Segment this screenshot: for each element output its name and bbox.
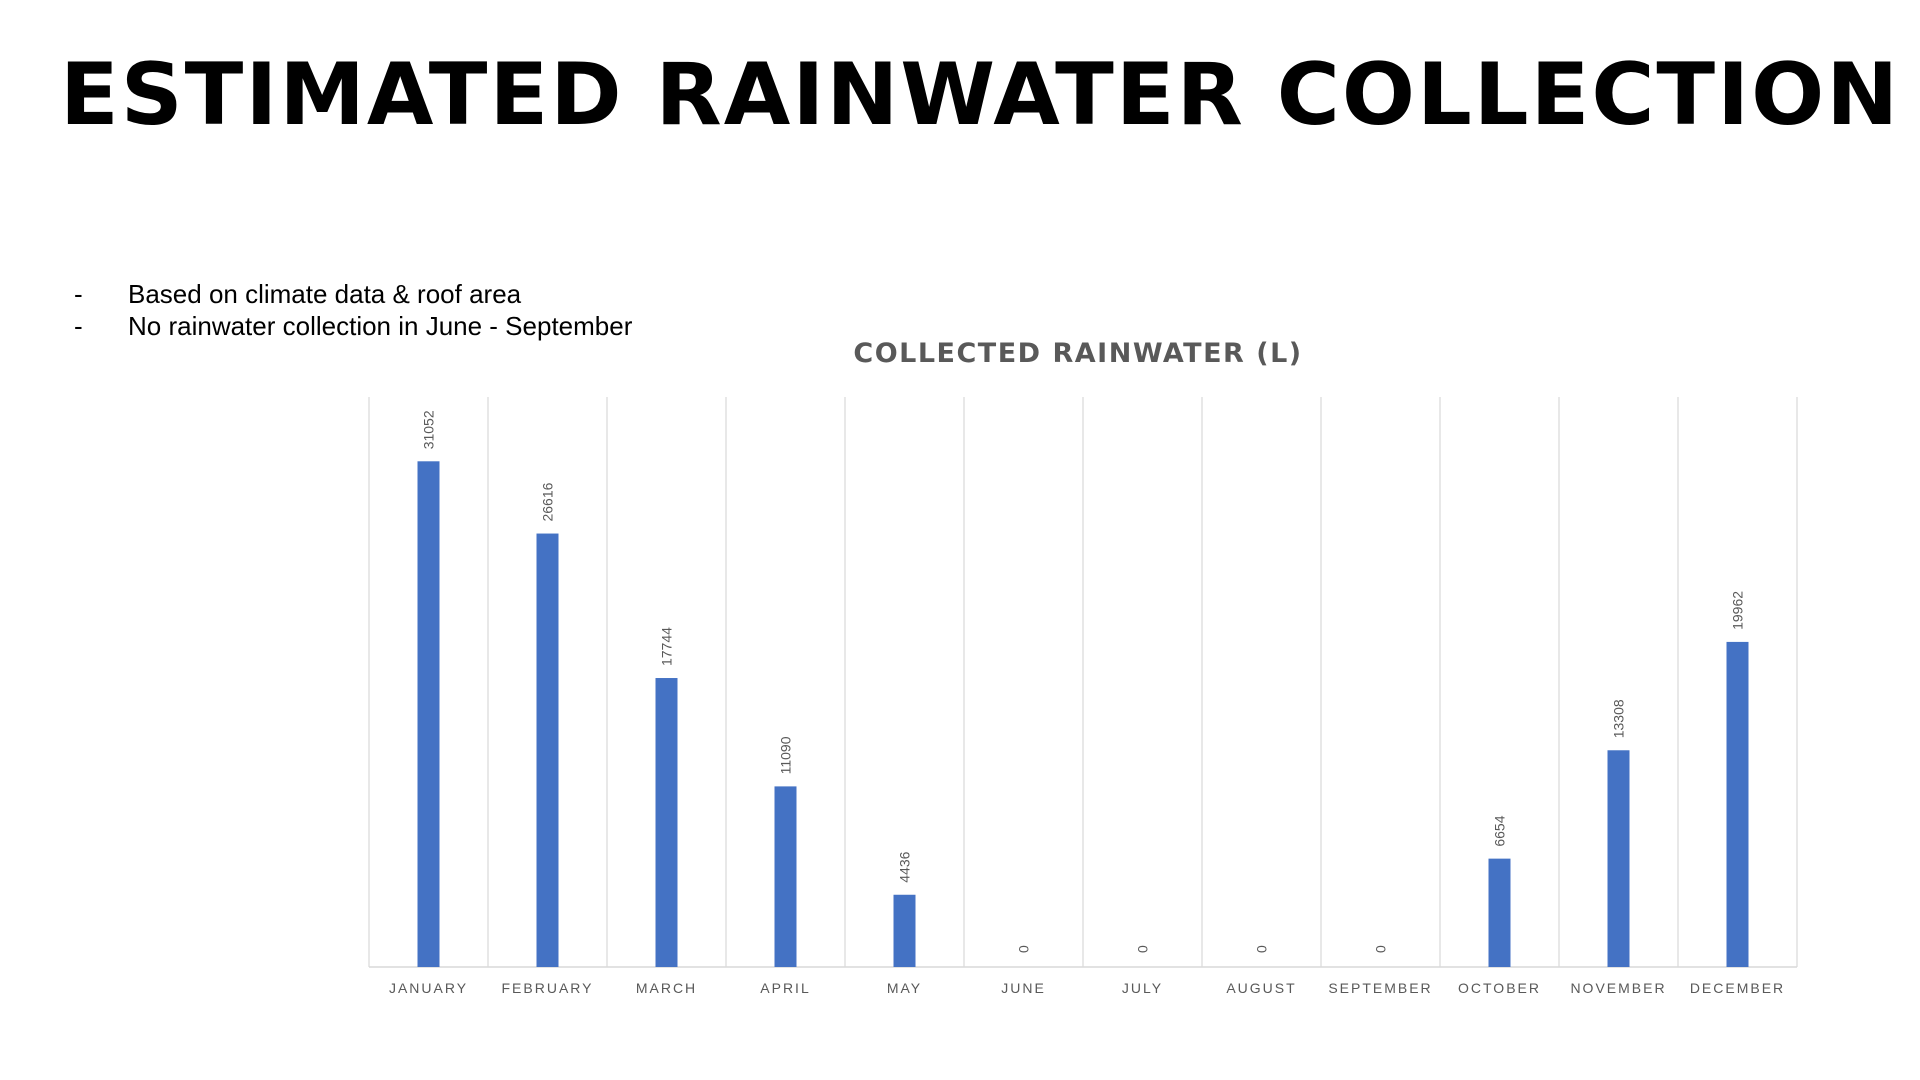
data-label: 0: [1016, 945, 1032, 953]
x-tick-label: MARCH: [636, 980, 697, 996]
data-label: 13308: [1611, 699, 1627, 738]
bullet-item: - No rainwater collection in June - Sept…: [70, 310, 632, 342]
bullet-item: - Based on climate data & roof area: [70, 278, 632, 310]
data-label: 11090: [778, 736, 794, 774]
x-tick-label: DECEMBER: [1690, 980, 1785, 996]
x-tick-label: NOVEMBER: [1570, 980, 1666, 996]
grid-lines: [368, 397, 1798, 968]
x-tick-label: JULY: [1122, 980, 1163, 996]
bar: [1726, 641, 1749, 967]
bullet-marker: -: [74, 279, 83, 309]
bars: [417, 461, 1749, 967]
x-tick-label: OCTOBER: [1458, 980, 1541, 996]
data-label: 31052: [421, 410, 437, 449]
x-tick-label: JUNE: [1001, 980, 1046, 996]
data-label: 0: [1135, 945, 1151, 953]
bar: [774, 786, 797, 967]
data-label: 0: [1254, 945, 1270, 953]
bullet-text: No rainwater collection in June - Septem…: [128, 311, 633, 341]
data-labels: 31052 26616 17744 11090 4436 0 0 0 0 6654 13308 199…: [421, 410, 1746, 953]
x-tick-label: JANUARY: [389, 980, 468, 996]
bullet-text: Based on climate data & roof area: [128, 279, 522, 309]
bar: [1607, 750, 1630, 967]
x-tick-label: SEPTEMBER: [1328, 980, 1432, 996]
bar: [893, 894, 916, 967]
x-tick-label: MAY: [887, 980, 922, 996]
data-label: 17744: [659, 627, 675, 666]
bar: [536, 533, 559, 967]
data-label: 19962: [1730, 591, 1746, 630]
bar: [417, 461, 440, 967]
bullet-marker: -: [74, 311, 83, 341]
x-tick-label: FEBRUARY: [502, 980, 594, 996]
bar: [1488, 858, 1511, 967]
data-label: 26616: [540, 482, 556, 521]
data-label: 6654: [1492, 815, 1508, 846]
slide-title: ESTIMATED RAINWATER COLLECTION: [60, 45, 1901, 145]
x-tick-label: APRIL: [760, 980, 810, 996]
data-label: 4436: [897, 851, 913, 882]
bullet-list: - Based on climate data & roof area - No…: [70, 278, 632, 342]
bar: [655, 678, 678, 967]
x-axis-tick-labels: JANUARY FEBRUARY MARCH APRIL MAY JUNE JULY AUGU…: [389, 980, 1785, 996]
chart-title: COLLECTED RAINWATER (L): [853, 338, 1302, 369]
x-tick-label: AUGUST: [1226, 980, 1296, 996]
data-label: 0: [1373, 945, 1389, 953]
